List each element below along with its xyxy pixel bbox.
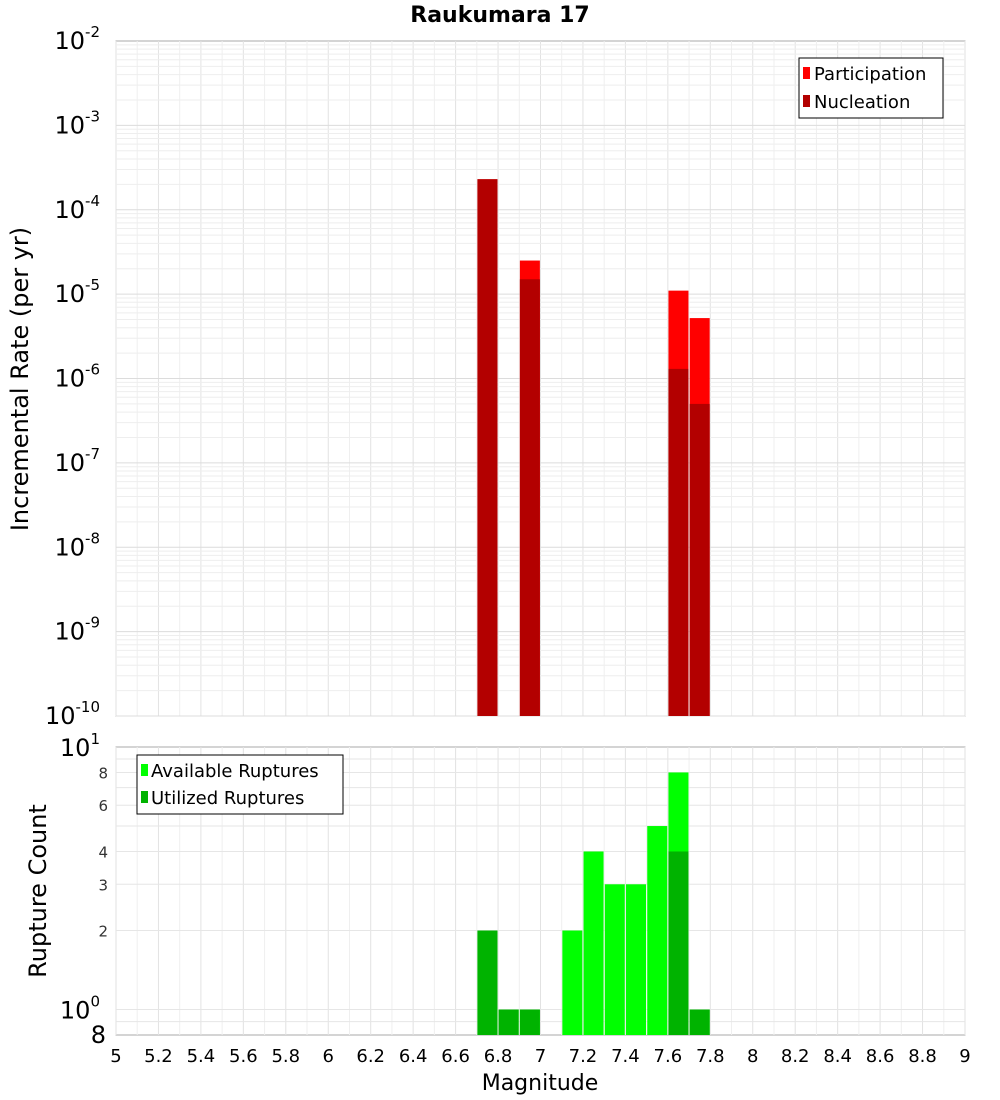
x-tick-label: 8 [747,1046,758,1067]
legend-swatch-available [141,764,148,776]
y-tick-label: 101 [60,730,100,762]
y-tick-label: 10-10 [45,698,100,730]
rate-y-ticks: 10-10 10-9 10-8 10-7 10-6 10-5 10-4 10-3 10-2 [45,23,100,730]
rate-bars [477,179,710,716]
x-axis-label: Magnitude [482,1071,599,1096]
x-tick-label: 8.2 [781,1046,810,1067]
x-tick-label: 8.6 [866,1046,895,1067]
y-tick-label: 10-2 [54,23,100,55]
x-tick-label: 6.6 [441,1046,470,1067]
legend-swatch-utilized [141,791,148,803]
y-tick-label: 100 [60,993,100,1025]
bar-available [604,884,625,1035]
x-tick-label: 7 [535,1046,546,1067]
y-tick-label: 2 [98,923,108,941]
count-legend-box [136,754,344,815]
x-tick-label: 5 [110,1046,121,1067]
bar-nucleation [689,403,710,716]
x-tick-label: 5.2 [144,1046,173,1067]
x-tick-label: 6.8 [484,1046,513,1067]
bar-utilized [498,1009,519,1035]
y-tick-label: 10-4 [54,192,100,224]
bar-utilized [519,1009,540,1035]
legend-label-utilized: Utilized Ruptures [151,788,304,809]
chart-title: Raukumara 17 [410,3,589,28]
y-tick-label: 4 [98,843,108,861]
count-y-axis-label: Rupture Count [24,804,52,978]
bar-available [562,930,583,1035]
bar-utilized [689,1009,710,1035]
x-tick-label: 5.8 [271,1046,300,1067]
bar-utilized [668,851,689,1035]
y-tick-label: 10-5 [54,276,100,308]
y-tick-label: 3 [98,876,108,894]
y-tick-label: 10-7 [54,445,100,477]
x-tick-label: 6 [323,1046,334,1067]
legend-label-participation: Participation [814,64,926,85]
y-tick-label: 10-9 [54,614,100,646]
bar-nucleation [477,179,498,716]
x-tick-label: 6.2 [356,1046,385,1067]
x-tick-label: 7.6 [654,1046,683,1067]
x-tick-label: 6.4 [399,1046,428,1067]
rate-legend-box [798,57,944,119]
bar-utilized [477,930,498,1035]
count-bars [477,772,710,1035]
count-legend: Available Ruptures Utilized Ruptures [136,754,344,815]
x-tick-label: 8.8 [908,1046,937,1067]
x-tick-label: 5.4 [187,1046,216,1067]
bar-available [647,826,668,1035]
bar-available [626,884,647,1035]
bar-available [583,851,604,1035]
y-tick-label: 10-8 [54,529,100,561]
bar-nucleation [519,279,540,716]
x-tick-label: 7.4 [611,1046,640,1067]
rate-legend: Participation Nucleation [798,57,944,119]
x-tick-label: 8.4 [823,1046,852,1067]
x-tick-label: 7.2 [569,1046,598,1067]
x-tick-label: 5.6 [229,1046,258,1067]
x-tick-label: 7.8 [696,1046,725,1067]
y-tick-label: 10-6 [54,361,100,393]
legend-swatch-nucleation [803,95,810,107]
y-tick-label: 8 [91,1021,106,1049]
bar-nucleation [668,368,689,716]
rate-grid [115,41,966,717]
rate-panel: 10-10 10-9 10-8 10-7 10-6 10-5 10-4 10-3 10-2 In… [6,23,966,730]
legend-label-available: Available Ruptures [151,761,319,782]
x-ticks: 5 5.2 5.4 5.6 5.8 6 6.2 6.4 6.6 6.8 7 7.2 7.4 7.6 7.8 8… [110,1046,970,1067]
y-tick-label: 6 [98,797,108,815]
y-tick-label: 8 [98,764,108,782]
rate-y-axis-label: Incremental Rate (per yr) [6,227,34,531]
y-tick-label: 10-3 [54,107,100,139]
legend-label-nucleation: Nucleation [814,92,910,113]
x-tick-label: 9 [959,1046,970,1067]
legend-swatch-participation [803,67,810,79]
